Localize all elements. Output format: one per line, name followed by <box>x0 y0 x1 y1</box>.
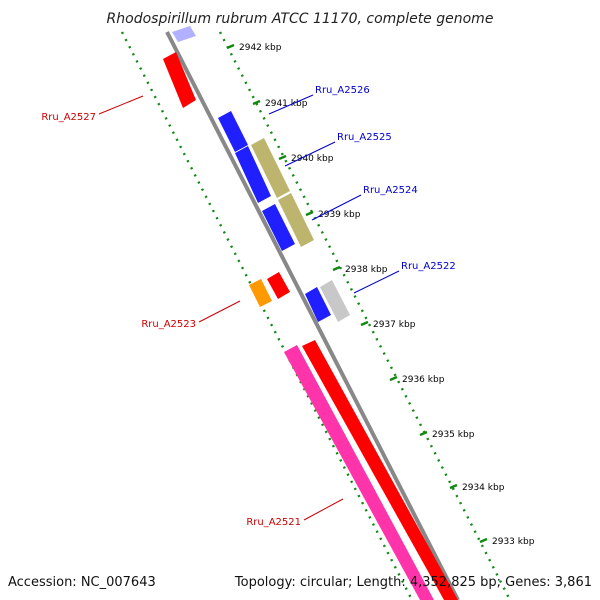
tick-mark <box>389 375 398 382</box>
tick-mark <box>419 430 428 437</box>
gene-label[interactable]: Rru_A2523 <box>141 319 196 330</box>
gene-arrow-blue-2[interactable] <box>262 204 295 251</box>
inner-dotted-ring <box>120 31 414 600</box>
tick-mark <box>226 43 235 50</box>
gene-arrow-Rru_A2525[interactable] <box>251 138 290 198</box>
tick-label: 2940 kbp <box>291 154 334 164</box>
tick-label: 2938 kbp <box>345 265 388 275</box>
tick-label: 2939 kbp <box>318 210 361 220</box>
gene-arrow-Rru_A2521[interactable] <box>284 345 434 600</box>
tick-label: 2933 kbp <box>492 537 535 547</box>
tick-label: 2934 kbp <box>462 483 505 493</box>
gene-label[interactable]: Rru_A2521 <box>246 517 301 528</box>
tick-label: 2937 kbp <box>373 320 416 330</box>
gene-arrow-small-blue[interactable] <box>235 146 271 203</box>
tick-label: 2936 kbp <box>402 375 445 385</box>
gene-label-leader <box>353 270 400 294</box>
tick-mark <box>278 154 287 161</box>
gene-label[interactable]: Rru_A2526 <box>315 85 370 96</box>
tick-label: 2935 kbp <box>432 430 475 440</box>
outer-dotted-ring <box>218 31 512 600</box>
gene-arrow-Rru_A2522-blue[interactable] <box>305 287 331 322</box>
gene-label-leader <box>303 498 344 521</box>
tick-mark <box>360 320 369 327</box>
genome-summary-text: Topology: circular; Length: 4,352,825 bp… <box>234 575 592 590</box>
tick-mark <box>332 265 341 272</box>
gene-label[interactable]: Rru_A2527 <box>41 112 96 123</box>
gene-arrow-Rru_A2527[interactable] <box>163 52 196 108</box>
map-title: Rhodospirillum rubrum ATCC 11170, comple… <box>107 11 494 27</box>
gene-arrow-Rru_A2521-red[interactable] <box>302 340 458 600</box>
gene-label[interactable]: Rru_A2522 <box>401 261 456 272</box>
tick-label: 2941 kbp <box>265 99 308 109</box>
tick-mark <box>305 210 314 217</box>
gene-label[interactable]: Rru_A2524 <box>363 185 418 196</box>
tick-mark <box>252 99 261 106</box>
gene-arrow-Rru_A2524[interactable] <box>278 193 314 247</box>
forward-genes <box>172 26 458 600</box>
tick-marks: 2942 kbp 2941 kbp 2940 kbp 2939 kbp 2938 kbp… <box>226 43 535 547</box>
reverse-genes <box>163 52 434 600</box>
gene-label-leader <box>284 141 336 167</box>
gene-label[interactable]: Rru_A2525 <box>337 132 392 143</box>
gene-labels: Rru_A2526 Rru_A2525 Rru_A2524 Rru_A2522 Rru_… <box>41 85 455 528</box>
gene-arrow-Rru_A2523-orange[interactable] <box>249 279 272 307</box>
gene-label-leader <box>268 94 314 115</box>
tick-mark <box>449 483 458 490</box>
gene-arrow-Rru_A2522[interactable] <box>320 280 350 322</box>
accession-text: Accession: NC_007643 <box>8 575 156 590</box>
genome-backbone <box>165 31 460 600</box>
gene-label-leader <box>311 194 362 221</box>
gene-arrow-Rru_A2523-red[interactable] <box>267 272 290 299</box>
gene-label-leader <box>198 300 241 323</box>
gene-arrow-Rru_A2526[interactable] <box>218 111 248 152</box>
gene-arrow-top-partial[interactable] <box>172 26 196 42</box>
tick-mark <box>479 537 488 544</box>
gene-label-leader <box>98 95 144 115</box>
tick-label: 2942 kbp <box>239 43 282 53</box>
